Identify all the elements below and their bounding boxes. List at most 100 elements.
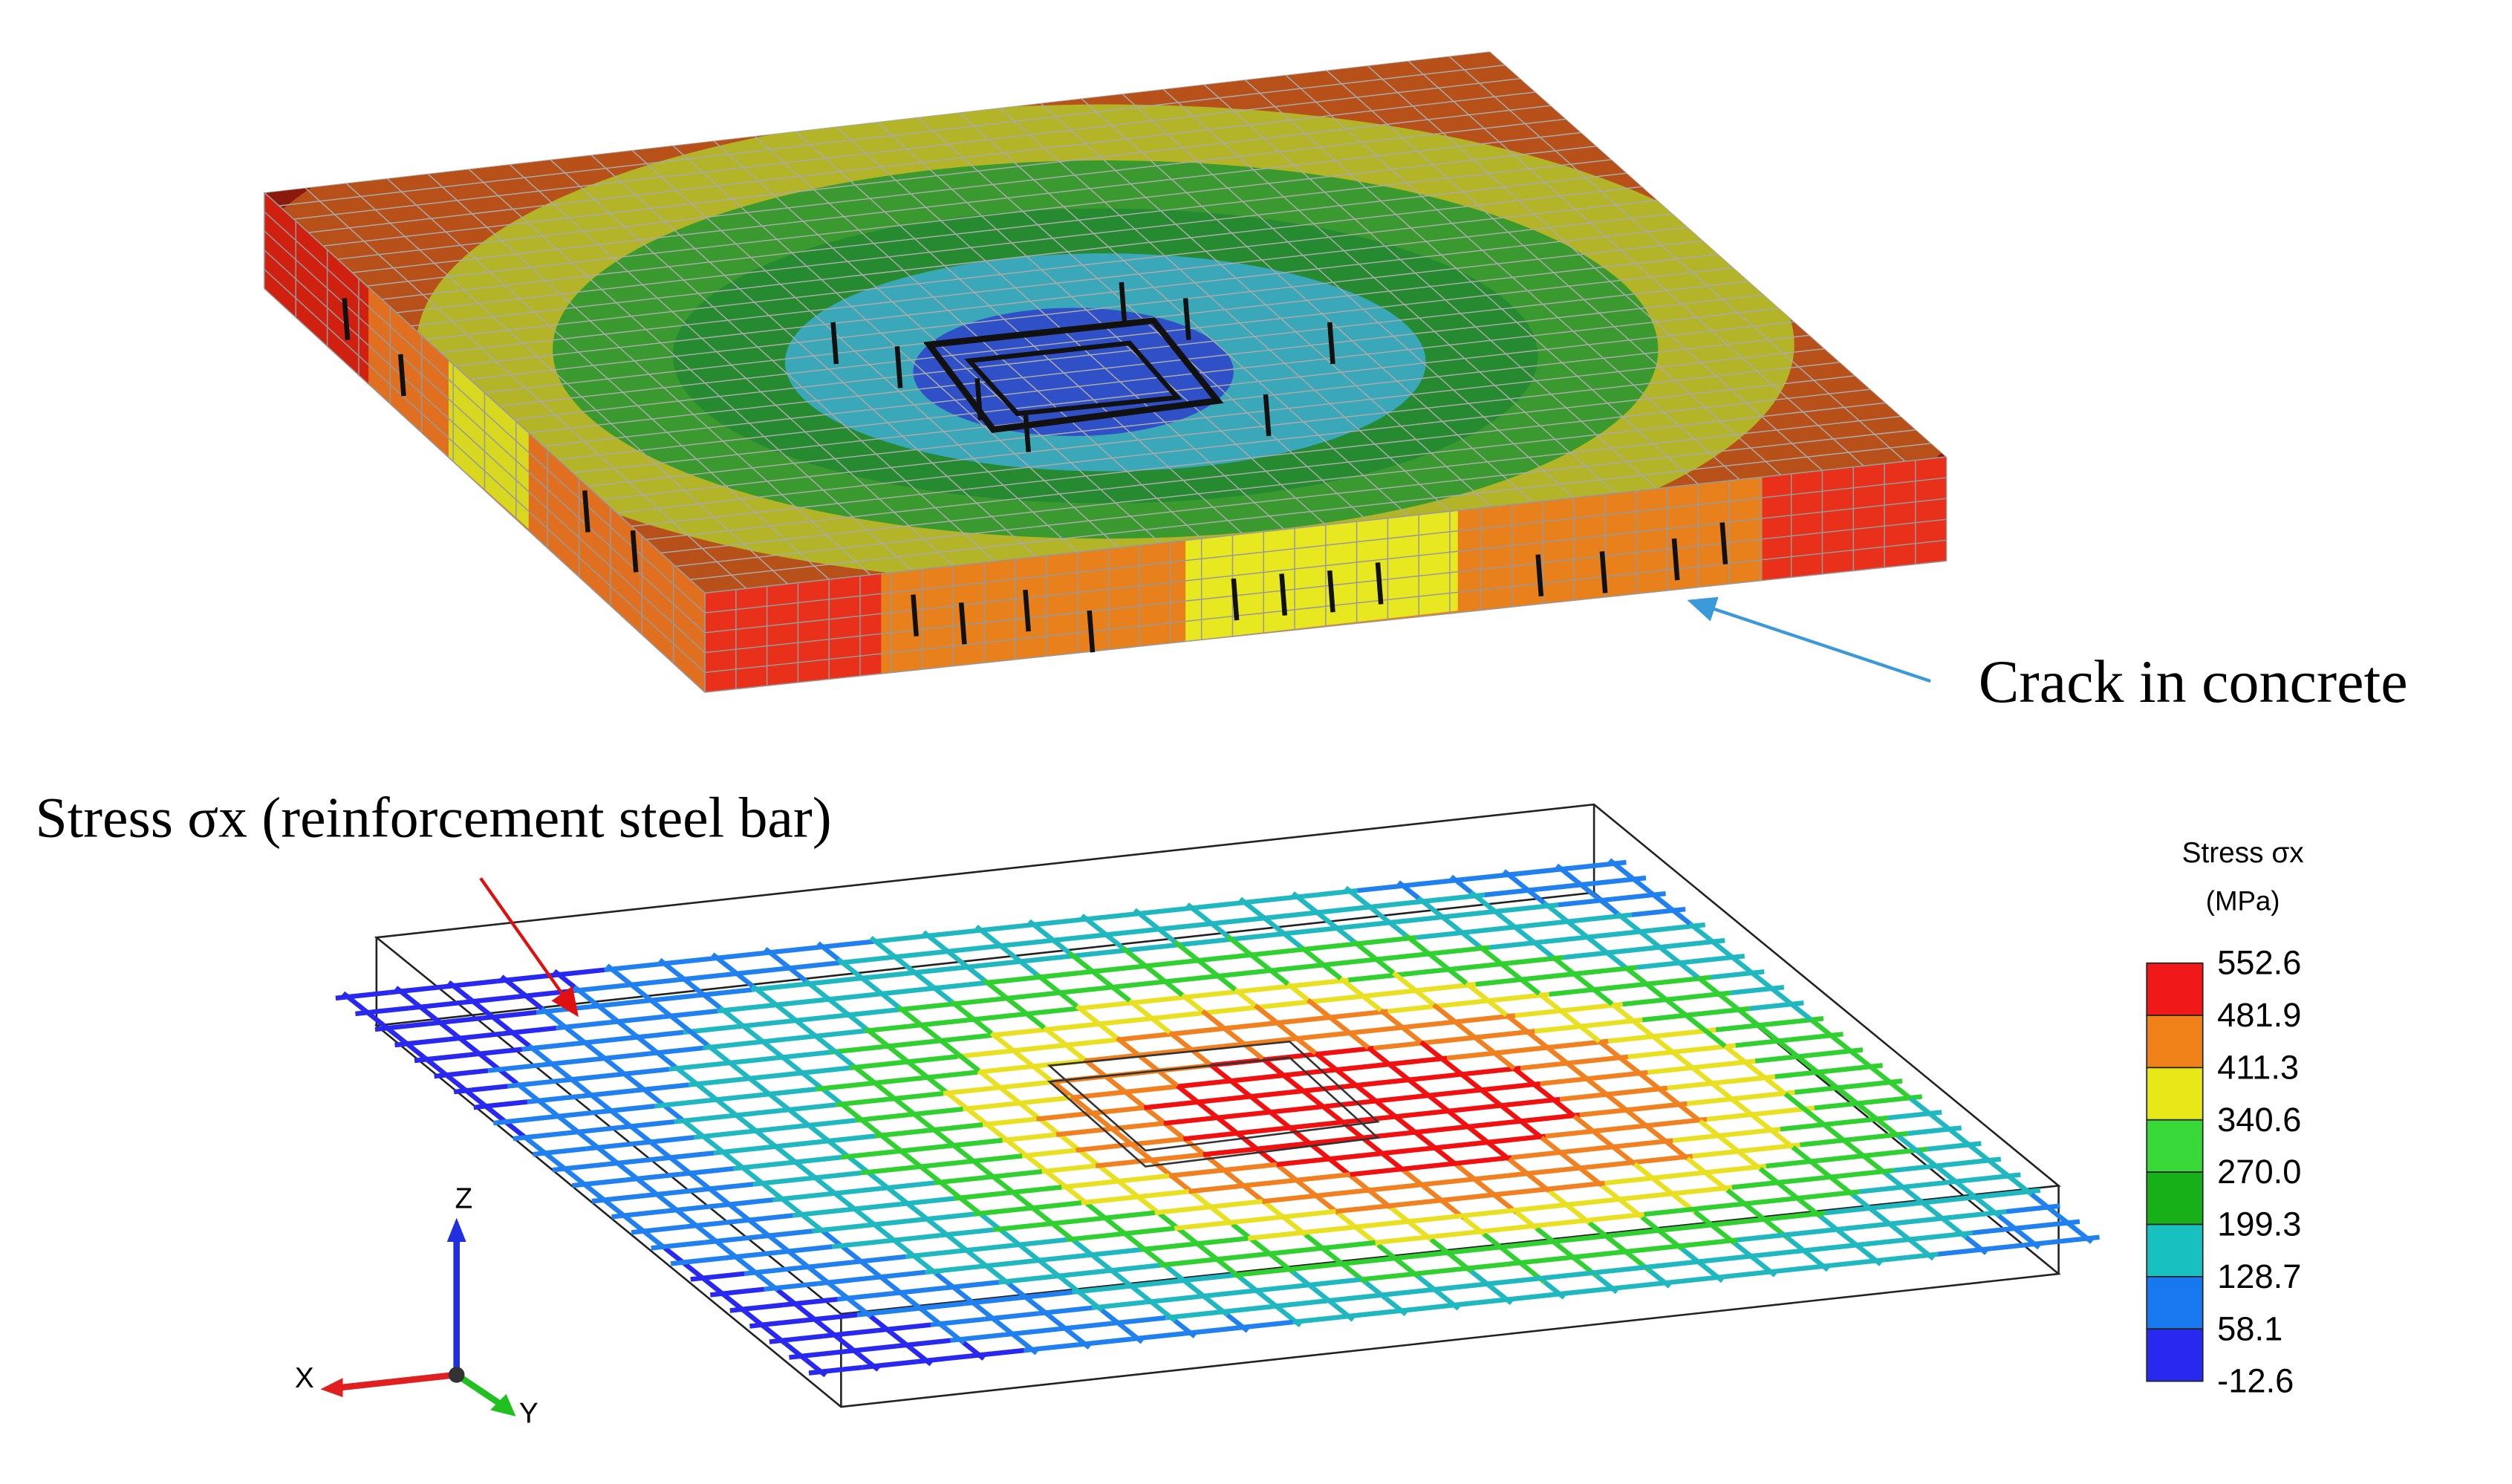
rebar [1561, 1286, 1616, 1297]
rebar [1298, 944, 1322, 965]
crack [1327, 322, 1335, 365]
stress-label: Stress σx (reinforcement steel bar) [35, 785, 831, 849]
rebar [1522, 885, 1546, 905]
rebar [1703, 1028, 1727, 1049]
rebar [1751, 1194, 1806, 1205]
rebar [625, 979, 649, 1000]
rebar [747, 1123, 802, 1134]
mesh-line [264, 211, 706, 614]
rebar [916, 1353, 971, 1364]
rebar [1722, 1269, 1777, 1280]
rebar [654, 1098, 709, 1109]
rebar [973, 1205, 1028, 1217]
rebar [1168, 1168, 1223, 1179]
rebar [1176, 1084, 1200, 1104]
mesh-line [1367, 65, 1823, 471]
rebar [595, 1051, 650, 1062]
mesh-line [264, 269, 706, 673]
rebar [1445, 965, 1468, 986]
rebar [1414, 1266, 1469, 1277]
z-arrowhead [446, 1217, 466, 1242]
crack-arrow [1687, 596, 1931, 683]
rebar [507, 1078, 562, 1089]
rebar [1736, 1006, 1760, 1027]
rebar [678, 974, 702, 994]
rebar [928, 1122, 983, 1133]
rebar [1201, 951, 1256, 963]
rebar [1718, 1135, 1742, 1155]
rebar [1194, 1236, 1249, 1247]
rebar [1047, 935, 1071, 955]
rebar [648, 1045, 703, 1056]
rebar [1756, 1023, 1780, 1043]
rebar [1824, 1205, 1880, 1216]
rebar [1469, 891, 1493, 911]
rebar [1427, 1093, 1451, 1113]
crack [1327, 570, 1335, 613]
rebar [1081, 1194, 1136, 1205]
rebar [1103, 1073, 1127, 1093]
rebar [1253, 1003, 1278, 1023]
rebar [1757, 1247, 1812, 1258]
rebar [1439, 1056, 1463, 1076]
crack [1023, 589, 1031, 632]
mesh-line [264, 250, 706, 654]
rebar [1233, 1267, 1288, 1278]
rebar [722, 1055, 777, 1067]
rebar [1628, 873, 1652, 894]
rebar [640, 1135, 694, 1146]
rebar [1676, 959, 1699, 979]
rebar [1045, 1021, 1100, 1032]
rebar [1497, 960, 1521, 980]
rebar [790, 1012, 845, 1023]
rebar [1738, 1151, 1762, 1171]
rebar [1143, 1099, 1199, 1110]
rebar [1702, 1253, 1757, 1264]
rebar [1174, 1220, 1229, 1231]
rebar [1292, 1314, 1347, 1325]
rebar [1185, 1325, 1240, 1336]
rebar [611, 1208, 666, 1220]
rebar [917, 1021, 940, 1041]
rebar [688, 1171, 712, 1191]
rebar [1603, 948, 1627, 969]
rebar [1324, 1098, 1379, 1109]
rebar [1095, 1020, 1119, 1041]
rebar [688, 1076, 743, 1087]
rebar [771, 1000, 795, 1021]
rebar [1258, 913, 1282, 933]
rebar [771, 997, 826, 1008]
rebar [876, 1322, 931, 1333]
rebar [1364, 1129, 1419, 1140]
rebar [1643, 980, 1667, 1000]
rebar [929, 983, 953, 1003]
rebar [1086, 1247, 1141, 1258]
rebar [1002, 994, 1026, 1014]
x-axis [339, 1371, 458, 1391]
rebar [1163, 1121, 1187, 1142]
rebar [1183, 1130, 1238, 1142]
rebar [1488, 1275, 1543, 1286]
rebar [1217, 1109, 1272, 1121]
rebar [968, 1153, 1023, 1165]
crack [1087, 610, 1096, 653]
rebar [1543, 901, 1566, 921]
rebar [2045, 1234, 2100, 1246]
rebar [1200, 1009, 1225, 1029]
rebar [665, 1203, 720, 1214]
rebar [1167, 973, 1222, 984]
rebar [473, 1099, 528, 1110]
rebar [1038, 1116, 1061, 1136]
rebar [629, 1029, 684, 1041]
rebar [904, 1058, 928, 1078]
rebar [769, 1333, 824, 1344]
rebar [946, 943, 1001, 954]
rebar [1604, 1175, 1659, 1186]
rebar [1432, 1003, 1456, 1023]
rebar [1221, 1025, 1245, 1045]
rebar [658, 957, 682, 978]
rebar [1904, 1187, 1928, 1208]
rebar [1077, 1336, 1132, 1347]
rebar [1301, 1224, 1356, 1235]
rebar [903, 1054, 958, 1065]
